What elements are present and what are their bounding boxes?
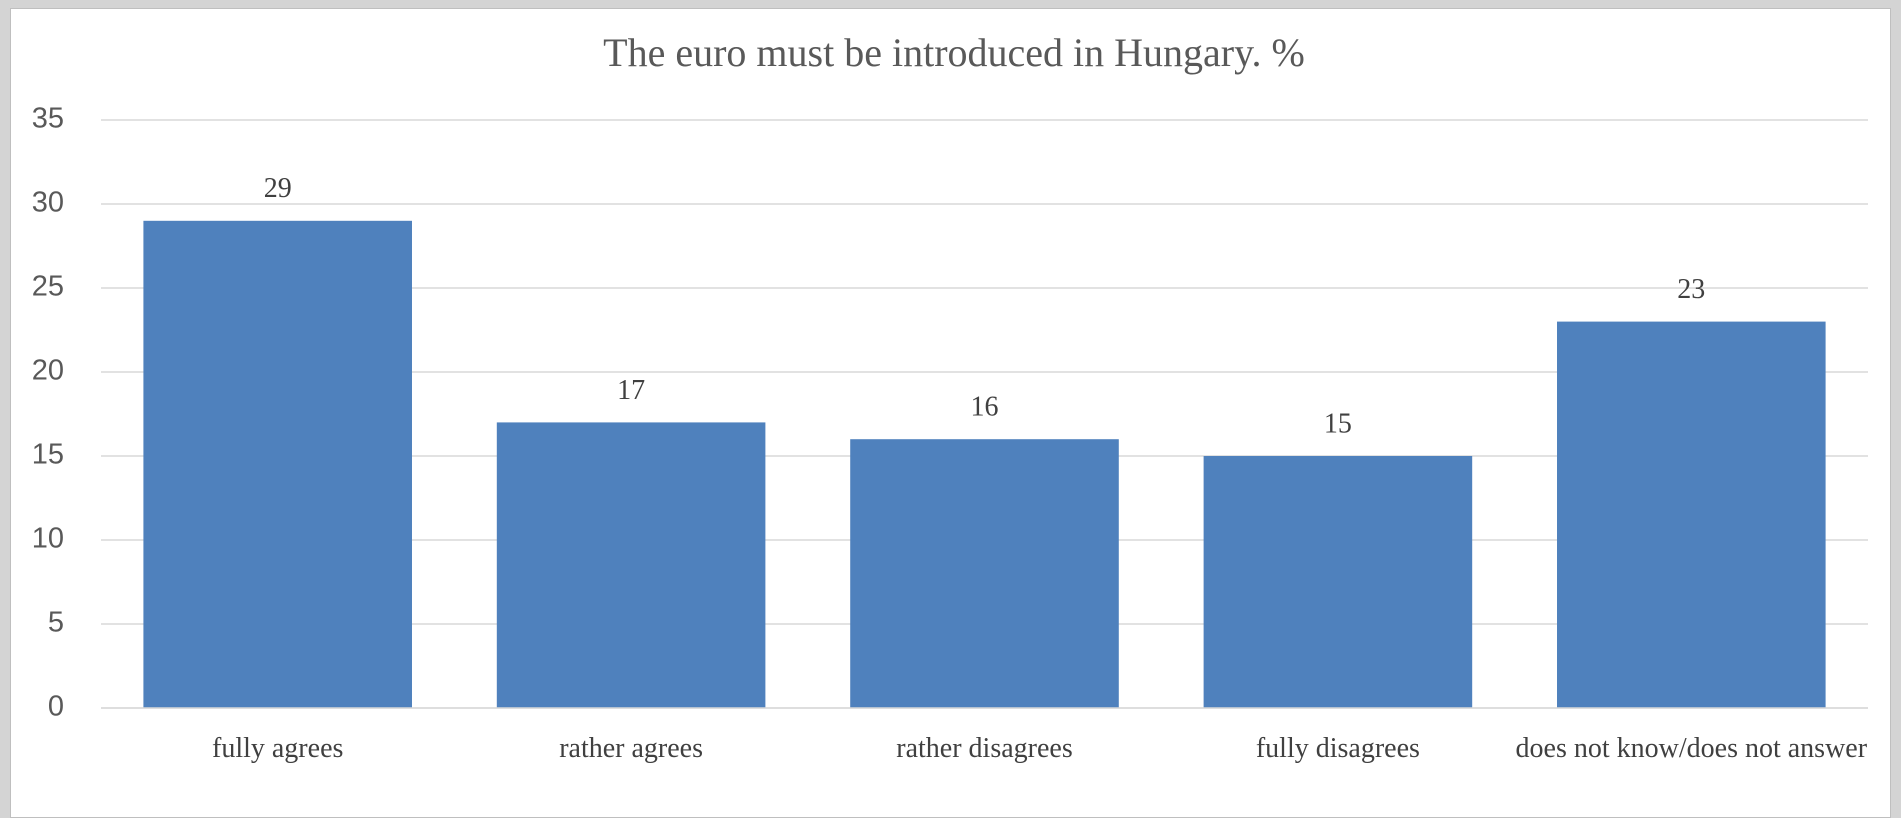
bar: [143, 220, 412, 709]
data-label: 17: [617, 375, 645, 406]
x-tick-label: rather agrees: [559, 733, 703, 764]
y-tick-label: 10: [32, 523, 64, 555]
chart-title: The euro must be introduced in Hungary. …: [603, 30, 1305, 75]
y-tick-label: 0: [48, 691, 64, 723]
y-tick-label: 30: [32, 187, 64, 219]
x-tick-label: does not know/does not answer: [1515, 733, 1868, 764]
x-tick-label: fully agrees: [212, 733, 344, 764]
bar: [496, 422, 766, 708]
data-label: 23: [1677, 274, 1705, 305]
y-tick-label: 15: [32, 439, 64, 471]
data-label: 16: [971, 392, 999, 423]
data-label: 15: [1324, 408, 1352, 439]
y-tick-label: 25: [32, 271, 64, 303]
bar: [1203, 456, 1473, 708]
y-tick-label: 35: [32, 103, 64, 135]
y-tick-label: 5: [48, 607, 64, 639]
x-tick-label: rather disagrees: [896, 733, 1073, 764]
bar: [850, 439, 1119, 708]
data-label: 29: [264, 173, 292, 204]
y-tick-label: 20: [32, 355, 64, 387]
x-tick-label: fully disagrees: [1255, 733, 1420, 764]
bar: [1557, 321, 1826, 708]
